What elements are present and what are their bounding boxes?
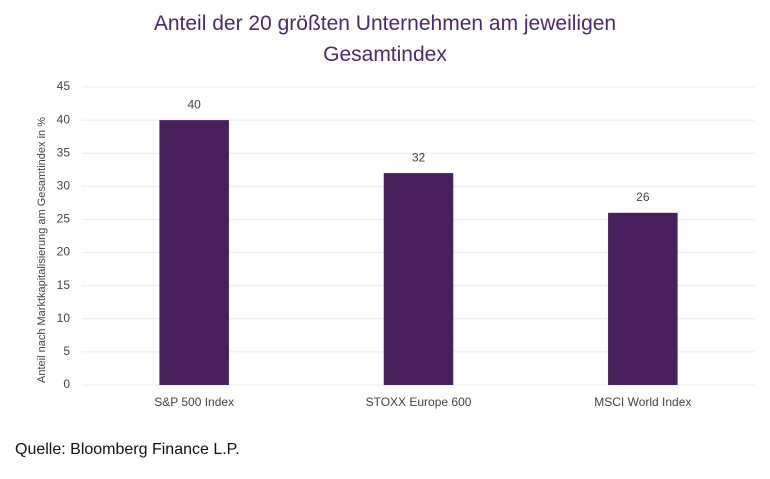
chart-title: Anteil der 20 größten Unternehmen am jew… [153, 12, 617, 66]
y-tick-label: 10 [57, 311, 71, 325]
y-tick-label: 35 [57, 145, 71, 159]
x-tick-label: MSCI World Index [594, 395, 691, 409]
x-tick-label: STOXX Europe 600 [366, 395, 472, 409]
bar [159, 120, 229, 385]
x-tick-label: S&P 500 Index [154, 395, 234, 409]
y-tick-label: 45 [57, 79, 71, 93]
value-label: 40 [187, 97, 201, 111]
value-label: 26 [636, 190, 650, 204]
bar [383, 173, 454, 385]
value-label: 32 [412, 150, 426, 164]
y-tick-label: 0 [63, 377, 70, 391]
source-note: Quelle: Bloomberg Finance L.P. [15, 441, 240, 458]
y-tick-label: 5 [63, 344, 70, 358]
y-tick-label: 15 [57, 278, 71, 292]
y-tick-label: 25 [57, 212, 71, 226]
chart: Anteil nach Marktkapitalisierung am Gesa… [36, 79, 755, 409]
bar [608, 212, 678, 385]
y-tick-label: 40 [57, 112, 71, 126]
y-tick-label: 30 [57, 179, 71, 193]
y-axis-label: Anteil nach Marktkapitalisierung am Gesa… [36, 117, 48, 383]
y-tick-label: 20 [57, 245, 71, 259]
